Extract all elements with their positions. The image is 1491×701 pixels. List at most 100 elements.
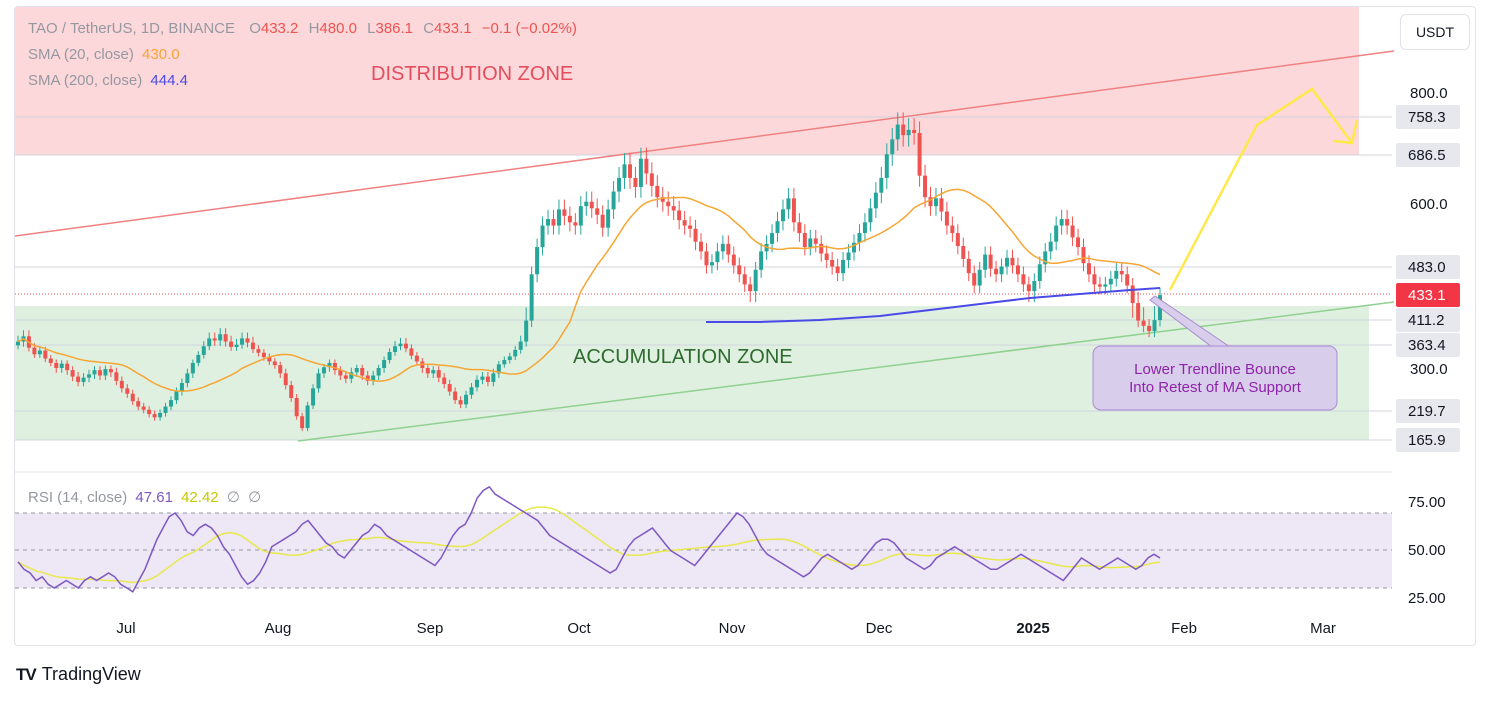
price-level-tag [1396,308,1460,332]
candle-body [688,225,693,229]
candle-body [1015,265,1020,275]
candle-body [666,201,671,207]
candle-body [136,401,141,407]
candle-body [65,363,70,371]
candle-body [737,265,742,275]
candle-body [119,380,124,389]
tradingview-logo: TV [16,664,37,684]
candle-body [1026,284,1031,292]
candle-body [846,252,851,260]
candle-body [655,185,660,198]
sma200-legend[interactable]: SMA (200, close) 444.4 [28,72,188,89]
candle-body [1147,325,1152,332]
candle-body [103,369,108,376]
candle-body [540,225,545,248]
candle-body [480,376,485,380]
time-axis[interactable]: Jul Aug Sep Oct Nov Dec 2025 Feb Mar [116,620,1336,637]
candle-body [447,384,452,392]
candle-body [906,129,911,136]
candle-body [278,365,283,374]
candle-body [163,406,168,413]
candle-body [720,243,725,252]
candle-body [1037,264,1042,282]
price-level-tag [1396,399,1460,423]
candle-body [174,391,179,401]
candle-body [469,387,474,395]
price-level-label: 165.9 [1408,432,1446,449]
price-level-label: 686.5 [1408,147,1446,164]
candle-body [966,258,971,274]
candle-body [513,349,518,357]
lower-trendline[interactable] [297,301,1395,442]
candle-body [185,373,190,383]
callout-text-line-1: Lower Trendline Bounce [1134,361,1296,378]
rsi-tick-75: 75.00 [1408,494,1446,511]
currency-button[interactable]: USDT [1400,14,1470,50]
candle-body [371,375,376,381]
candle-body [152,414,157,418]
candle-body [87,374,92,378]
rsi-tick-50: 50.00 [1408,542,1446,559]
x-tick-label: Jul [116,620,135,637]
candle-body [644,158,649,174]
candle-body [316,373,321,389]
candle-body [693,228,698,242]
candle-body [901,124,906,136]
candle-body [660,197,665,202]
candle-body [272,361,277,366]
candle-body [158,412,163,418]
low-value: 386.1 [375,20,414,37]
candle-body [677,210,682,221]
candle-body [338,370,343,376]
candle-body [944,211,949,226]
candle-body [289,385,294,398]
candle-body [999,266,1004,275]
candle-body [43,350,48,359]
rsi-extra-1: ∅ [226,489,240,506]
candle-body [578,206,583,226]
candle-body [928,197,933,207]
upper-trendline[interactable] [14,50,1395,237]
price-level-label: 483.0 [1408,259,1446,276]
candle-body [458,400,463,405]
candle-body [387,352,392,361]
rsi-legend[interactable]: RSI (14, close) 47.61 42.42 ∅ ∅ [28,488,261,506]
x-tick-label: Mar [1310,620,1336,637]
change-value: −0.1 (−0.02%) [481,20,577,37]
candle-body [442,377,447,385]
candle-body [332,362,337,371]
sma200-label: SMA (200, close) [28,72,143,89]
sma20-legend[interactable]: SMA (20, close) 430.0 [28,46,180,63]
candle-body [699,241,704,252]
rsi-levels [15,512,1392,589]
candle-body [1021,274,1026,285]
low-label: L [367,20,376,37]
price-axis[interactable]: 800.0 600.0 300.0 [1410,85,1448,378]
candle-body [141,406,146,410]
candle-body [245,338,250,343]
candle-body [535,247,540,275]
candle-body [830,260,835,267]
candle-body [726,243,731,255]
candle-body [988,254,993,269]
candle-body [1136,303,1141,321]
candle-body [81,377,86,382]
candle-body [917,133,922,176]
price-level-label: 411.2 [1408,312,1444,329]
high-label: H [308,20,320,37]
price-level-label: 433.1 [1408,287,1446,304]
tradingview-name: TradingView [41,664,141,684]
candle-body [168,400,173,407]
candle-body [715,251,720,263]
candle-body [250,342,255,350]
candle-body [584,201,589,207]
candle-body [496,364,501,374]
candle-body [835,266,840,274]
candle-body [595,208,600,215]
candle-body [59,363,64,368]
symbol-title: TAO / TetherUS, 1D, BINANCE [28,20,236,37]
candle-body [627,164,632,178]
tradingview-brand[interactable]: TV TradingView [16,664,141,685]
open-value: 433.2 [260,20,299,37]
